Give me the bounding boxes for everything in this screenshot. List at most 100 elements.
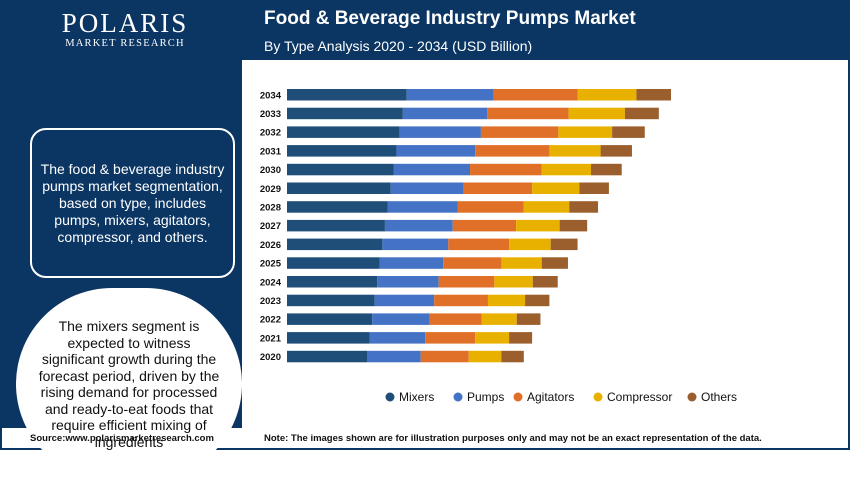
legend-label-others: Others bbox=[701, 390, 737, 404]
bar-others-2029 bbox=[579, 182, 609, 194]
chart-legend: Mixers Pumps Agitators Compressor Others bbox=[385, 390, 737, 404]
bar-agitators-2021 bbox=[425, 332, 476, 344]
legend-label-mixers: Mixers bbox=[399, 390, 434, 404]
highlight-oval: The mixers segment is expected to witnes… bbox=[16, 288, 242, 480]
bar-others-2023 bbox=[525, 294, 550, 307]
bar-pumps-2021 bbox=[369, 332, 426, 344]
bar-mixers-2030 bbox=[287, 163, 394, 176]
y-tick-labels: 2034 2033 2032 2031 2030 2029 2028 2027 2026 2025… bbox=[260, 90, 282, 363]
bar-agitators-2033 bbox=[487, 107, 569, 120]
bar-mixers-2032 bbox=[287, 126, 400, 138]
disclaimer-note: Note: The images shown are for illustrat… bbox=[264, 432, 762, 444]
bar-mixers-2024 bbox=[287, 276, 378, 288]
bar-pumps-2027 bbox=[384, 219, 453, 232]
bar-agitators-2027 bbox=[452, 219, 517, 232]
bars-group bbox=[287, 89, 671, 363]
bar-compressor-2020 bbox=[468, 350, 502, 363]
footer: Source:www.polarismarketresearch.com Not… bbox=[2, 428, 848, 448]
bar-others-2026 bbox=[550, 238, 578, 251]
stacked-bar-chart: 2034 2033 2032 2031 2030 2029 2028 2027 2026 2025… bbox=[260, 89, 737, 404]
segmentation-summary-text: The food & beverage industry pumps marke… bbox=[40, 160, 225, 245]
legend-marker-compressor bbox=[593, 392, 603, 402]
bar-compressor-2021 bbox=[475, 332, 510, 344]
y-tick-label-2023: 2023 bbox=[260, 296, 281, 307]
bar-others-2033 bbox=[624, 107, 659, 120]
bar-agitators-2023 bbox=[434, 294, 488, 307]
polaris-logo: POLARIS MARKET RESEARCH bbox=[20, 8, 230, 56]
bar-compressor-2023 bbox=[487, 294, 526, 307]
bar-pumps-2025 bbox=[379, 257, 444, 269]
y-tick-label-2031: 2031 bbox=[260, 146, 282, 157]
bar-compressor-2024 bbox=[494, 276, 533, 288]
bar-others-2020 bbox=[501, 350, 524, 363]
bar-mixers-2027 bbox=[287, 219, 385, 232]
bar-agitators-2026 bbox=[448, 238, 510, 251]
bar-pumps-2028 bbox=[387, 201, 458, 213]
bar-agitators-2022 bbox=[429, 313, 482, 325]
bar-pumps-2031 bbox=[396, 145, 476, 157]
bar-pumps-2024 bbox=[377, 276, 439, 288]
bar-others-2027 bbox=[559, 219, 588, 232]
source-text: Source:www.polarismarketresearch.com bbox=[30, 432, 214, 444]
bar-pumps-2023 bbox=[374, 294, 435, 307]
chart-subtitle: By Type Analysis 2020 - 2034 (USD Billio… bbox=[264, 38, 533, 54]
bar-others-2032 bbox=[612, 126, 645, 138]
logo-name: POLARIS bbox=[61, 8, 189, 38]
bar-agitators-2028 bbox=[457, 201, 524, 213]
bar-compressor-2022 bbox=[481, 313, 517, 325]
y-tick-label-2034: 2034 bbox=[260, 90, 282, 101]
bar-agitators-2030 bbox=[470, 163, 542, 176]
y-tick-label-2029: 2029 bbox=[260, 184, 281, 195]
header-banner: POLARIS MARKET RESEARCH Food & Beverage … bbox=[2, 2, 848, 60]
bar-mixers-2022 bbox=[287, 313, 373, 325]
bar-pumps-2033 bbox=[402, 107, 488, 120]
y-tick-label-2030: 2030 bbox=[260, 165, 281, 176]
bar-others-2022 bbox=[516, 313, 541, 325]
legend-label-compressor: Compressor bbox=[607, 390, 672, 404]
bar-others-2024 bbox=[532, 276, 558, 288]
bar-agitators-2029 bbox=[463, 182, 533, 194]
legend-marker-others bbox=[687, 392, 697, 402]
segmentation-summary-box: The food & beverage industry pumps marke… bbox=[30, 128, 235, 278]
bar-others-2031 bbox=[600, 145, 632, 157]
bar-mixers-2023 bbox=[287, 294, 375, 307]
bar-mixers-2029 bbox=[287, 182, 391, 194]
y-tick-label-2026: 2026 bbox=[260, 240, 281, 251]
bar-compressor-2026 bbox=[509, 238, 551, 251]
bar-others-2030 bbox=[591, 163, 622, 176]
bar-others-2028 bbox=[569, 201, 599, 213]
bar-agitators-2020 bbox=[420, 350, 469, 363]
y-tick-label-2022: 2022 bbox=[260, 315, 281, 326]
legend-label-pumps: Pumps bbox=[467, 390, 504, 404]
bar-pumps-2020 bbox=[367, 350, 421, 363]
legend-marker-pumps bbox=[453, 392, 463, 402]
legend-label-agitators: Agitators bbox=[527, 390, 574, 404]
highlight-text: The mixers segment is expected to witnes… bbox=[38, 318, 220, 450]
bar-others-2034 bbox=[636, 89, 671, 101]
bar-compressor-2034 bbox=[577, 89, 637, 101]
bar-pumps-2029 bbox=[390, 182, 464, 194]
bar-pumps-2032 bbox=[399, 126, 481, 138]
bar-compressor-2032 bbox=[558, 126, 613, 138]
bar-mixers-2028 bbox=[287, 201, 388, 213]
bar-pumps-2022 bbox=[372, 313, 430, 325]
bar-agitators-2024 bbox=[438, 276, 495, 288]
logo-subtitle: MARKET RESEARCH bbox=[65, 38, 185, 49]
y-tick-label-2021: 2021 bbox=[260, 333, 282, 344]
y-tick-label-2027: 2027 bbox=[260, 221, 281, 232]
y-tick-label-2025: 2025 bbox=[260, 259, 282, 270]
sidebar-panel: The food & beverage industry pumps marke… bbox=[2, 60, 242, 480]
bar-pumps-2026 bbox=[382, 238, 449, 251]
legend-marker-mixers bbox=[385, 392, 395, 402]
bar-compressor-2025 bbox=[501, 257, 542, 269]
y-tick-label-2032: 2032 bbox=[260, 128, 281, 139]
bar-agitators-2032 bbox=[480, 126, 559, 138]
bar-compressor-2030 bbox=[541, 163, 591, 176]
legend-marker-agitators bbox=[513, 392, 523, 402]
bar-agitators-2031 bbox=[475, 145, 550, 157]
bar-compressor-2033 bbox=[568, 107, 625, 120]
bar-mixers-2034 bbox=[287, 89, 407, 101]
y-tick-label-2033: 2033 bbox=[260, 109, 281, 120]
bar-mixers-2033 bbox=[287, 107, 403, 120]
bar-mixers-2020 bbox=[287, 350, 367, 363]
